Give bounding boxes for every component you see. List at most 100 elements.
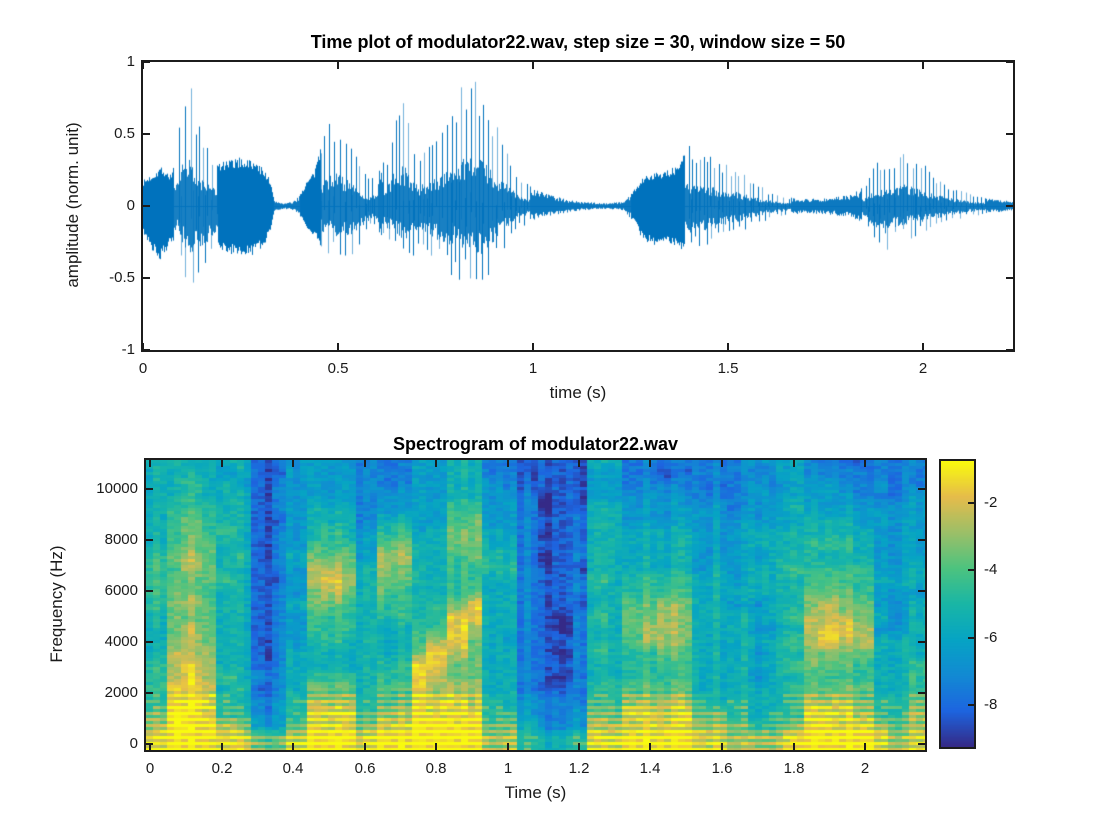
waveform-x-tick (727, 343, 729, 350)
waveform-x-tick-mirror (532, 62, 534, 69)
spectrogram-x-tick-label: 0.2 (211, 760, 233, 777)
waveform-plot-canvas (143, 62, 1013, 350)
spectrogram-x-tick (507, 743, 509, 750)
colorbar-tick-label: -4 (984, 561, 998, 578)
waveform-xlabel: time (s) (549, 383, 607, 402)
colorbar-gradient-canvas (941, 461, 974, 747)
waveform-y-tick (143, 349, 150, 351)
spectrogram-x-tick (721, 743, 723, 750)
waveform-x-tick-mirror (337, 62, 339, 69)
waveform-x-tick-label: 0 (138, 360, 148, 377)
spectrogram-x-tick (864, 743, 866, 750)
waveform-x-tick-label: 2 (918, 360, 928, 377)
colorbar-tick-label: -2 (984, 494, 998, 511)
spectrogram-x-tick (578, 743, 580, 750)
spectrogram-x-tick-label: 1 (503, 760, 513, 777)
waveform-x-tick (142, 343, 144, 350)
spectrogram-x-tick-mirror (793, 460, 795, 467)
colorbar (939, 459, 976, 749)
spectrogram-x-tick (292, 743, 294, 750)
spectrogram-y-tick-mirror (918, 488, 925, 490)
spectrogram-y-tick-mirror (918, 641, 925, 643)
spectrogram-axes (144, 458, 927, 752)
spectrogram-x-tick-mirror (292, 460, 294, 467)
spectrogram-x-tick-label: 0.8 (425, 760, 447, 777)
spectrogram-x-tick-label: 2 (860, 760, 870, 777)
spectrogram-y-tick (146, 488, 153, 490)
waveform-y-tick-mirror (1006, 277, 1013, 279)
spectrogram-x-tick-mirror (435, 460, 437, 467)
spectrogram-y-tick-mirror (918, 692, 925, 694)
spectrogram-x-tick-mirror (507, 460, 509, 467)
spectrogram-y-tick-label: 6000 (104, 582, 138, 599)
waveform-x-tick-mirror (727, 62, 729, 69)
waveform-plot-axes (141, 60, 1015, 352)
spectrogram-y-tick (146, 590, 153, 592)
spectrogram-y-tick-mirror (918, 743, 925, 745)
waveform-x-tick (922, 343, 924, 350)
waveform-y-tick-mirror (1006, 205, 1013, 207)
spectrogram-x-tick (221, 743, 223, 750)
waveform-x-tick-label: 1.5 (717, 360, 739, 377)
waveform-y-tick (143, 205, 150, 207)
spectrogram-xlabel: Time (s) (504, 783, 567, 802)
spectrogram-y-tick-label: 8000 (104, 531, 138, 548)
spectrogram-x-tick (649, 743, 651, 750)
spectrogram-title: Spectrogram of modulator22.wav (392, 434, 679, 454)
colorbar-tick (968, 569, 974, 571)
colorbar-tick (968, 502, 974, 504)
spectrogram-x-tick-mirror (721, 460, 723, 467)
colorbar-tick (968, 637, 974, 639)
waveform-y-tick-mirror (1006, 133, 1013, 135)
waveform-y-tick-label: -1 (121, 341, 135, 358)
spectrogram-y-tick-label: 4000 (104, 633, 138, 650)
waveform-x-tick-label: 0.5 (327, 360, 349, 377)
spectrogram-x-tick-mirror (578, 460, 580, 467)
spectrogram-x-tick-mirror (221, 460, 223, 467)
waveform-x-tick (532, 343, 534, 350)
colorbar-tick (968, 704, 974, 706)
colorbar-tick-label: -8 (984, 696, 998, 713)
waveform-y-tick-label: 1 (126, 53, 135, 70)
spectrogram-x-tick-mirror (149, 460, 151, 467)
spectrogram-x-tick (435, 743, 437, 750)
spectrogram-x-tick-label: 0 (145, 760, 155, 777)
spectrogram-x-tick (149, 743, 151, 750)
waveform-y-tick-label: 0 (126, 197, 135, 214)
spectrogram-x-tick-mirror (864, 460, 866, 467)
spectrogram-y-tick (146, 539, 153, 541)
spectrogram-x-tick-label: 1.4 (639, 760, 661, 777)
spectrogram-x-tick-label: 1.2 (568, 760, 590, 777)
spectrogram-x-tick-mirror (364, 460, 366, 467)
spectrogram-y-tick-label: 0 (129, 735, 138, 752)
colorbar-tick-label: -6 (984, 629, 998, 646)
waveform-y-tick-mirror (1006, 61, 1013, 63)
spectrogram-canvas (146, 460, 925, 750)
waveform-y-tick (143, 133, 150, 135)
waveform-x-tick-label: 1 (528, 360, 538, 377)
waveform-x-tick-mirror (142, 62, 144, 69)
spectrogram-x-tick-label: 0.6 (354, 760, 376, 777)
spectrogram-x-tick (793, 743, 795, 750)
waveform-y-tick-mirror (1006, 349, 1013, 351)
spectrogram-x-tick-label: 0.4 (282, 760, 304, 777)
spectrogram-y-tick-label: 10000 (96, 480, 138, 497)
spectrogram-y-tick (146, 641, 153, 643)
waveform-y-tick (143, 277, 150, 279)
waveform-x-tick (337, 343, 339, 350)
waveform-y-tick-label: 0.5 (114, 125, 135, 142)
spectrogram-x-tick-mirror (649, 460, 651, 467)
waveform-y-tick (143, 61, 150, 63)
spectrogram-x-tick-label: 1.8 (783, 760, 805, 777)
spectrogram-ylabel: Frequency (Hz) (47, 545, 66, 663)
spectrogram-y-tick-mirror (918, 590, 925, 592)
spectrogram-y-tick-label: 2000 (104, 684, 138, 701)
waveform-x-tick-mirror (922, 62, 924, 69)
spectrogram-y-tick-mirror (918, 539, 925, 541)
spectrogram-y-tick (146, 692, 153, 694)
spectrogram-y-tick (146, 743, 153, 745)
waveform-y-tick-label: -0.5 (109, 269, 135, 286)
spectrogram-x-tick-label: 1.6 (711, 760, 733, 777)
waveform-plot-title: Time plot of modulator22.wav, step size … (310, 32, 846, 52)
